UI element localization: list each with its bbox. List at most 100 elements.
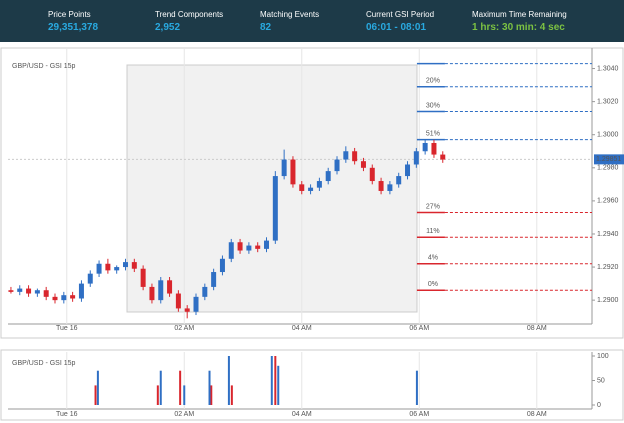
y-tick-label: 1.2960 (597, 198, 619, 205)
y-tick-label: 0 (597, 402, 601, 409)
last-price-label: 1.29851 (596, 156, 621, 163)
bar (415, 370, 418, 405)
candle-body (396, 176, 402, 185)
bar (227, 356, 230, 405)
candle-body (140, 268, 146, 287)
stat: Maximum Time Remaining 1 hrs: 30 min: 4 s… (472, 10, 567, 33)
stat-label: Trend Components (155, 10, 224, 19)
y-tick-label: 1.2980 (597, 165, 619, 172)
candle-body (43, 290, 49, 297)
candle-body (422, 142, 428, 152)
candle-body (316, 181, 322, 188)
x-tick-label: 08 AM (527, 325, 547, 332)
stat-value: 82 (260, 22, 272, 33)
level-label: 51% (426, 131, 440, 138)
bar (210, 385, 213, 405)
candle-body (343, 151, 349, 160)
x-tick-label: 08 AM (527, 411, 547, 418)
candle-body (17, 288, 23, 292)
candle-body (325, 171, 331, 182)
bar (270, 356, 273, 405)
stat-value: 1 hrs: 30 min: 4 sec (472, 22, 565, 33)
level-label: 4% (428, 255, 438, 262)
x-tick-label: 06 AM (409, 411, 429, 418)
y-tick-label: 1.3020 (597, 98, 619, 105)
x-tick-label: 02 AM (174, 325, 194, 332)
candle-body (167, 280, 173, 294)
y-tick-label: 1.3040 (597, 65, 619, 72)
candle-body (8, 290, 14, 292)
candle-body (378, 181, 384, 191)
stat-value: 06:01 - 08:01 (366, 22, 427, 33)
candle-body (96, 263, 102, 274)
candle-body (78, 283, 84, 299)
bar (183, 385, 186, 405)
bar (230, 385, 233, 405)
candle-body (184, 308, 190, 312)
candle-body (70, 295, 76, 299)
chart-title: GBP/USD - GSI 15p (12, 360, 76, 367)
highlight-region (126, 64, 418, 313)
candle-body (369, 167, 375, 182)
candle-body (87, 273, 93, 284)
candle-body (405, 164, 411, 177)
bar (277, 365, 280, 405)
stat-label: Price Points (48, 10, 91, 19)
candle-body (34, 290, 40, 294)
candle-body (387, 184, 393, 191)
stat: Price Points 29,351,378 (48, 10, 98, 33)
level-label: 27% (426, 203, 440, 210)
y-tick-label: 1.2900 (597, 297, 619, 304)
candle-body (52, 296, 58, 301)
bar (179, 370, 182, 405)
stat: Trend Components 2,952 (155, 10, 223, 33)
candle-body (413, 151, 419, 165)
level-label: 11% (426, 228, 440, 235)
bar (156, 385, 159, 405)
y-tick-label: 100 (597, 353, 609, 360)
candle-body (299, 184, 305, 191)
candle-body (237, 242, 243, 251)
x-tick-label: Tue 16 (56, 411, 78, 418)
stat: Matching Events 82 (260, 10, 319, 33)
candle-body (149, 286, 155, 301)
candle-body (308, 187, 314, 191)
bar (159, 370, 162, 405)
bar (208, 370, 211, 405)
candle-body (61, 295, 67, 301)
candle-body (158, 280, 164, 301)
stat-label: Maximum Time Remaining (472, 10, 567, 19)
y-tick-label: 1.3000 (597, 132, 619, 139)
volume-panel (0, 349, 624, 421)
candle-body (175, 293, 181, 309)
bar (94, 385, 97, 405)
x-tick-label: 06 AM (409, 325, 429, 332)
candle-body (360, 161, 366, 168)
candle-body (123, 262, 129, 268)
candle-body (255, 245, 261, 249)
candle-body (228, 242, 234, 259)
stat-value: 29,351,378 (48, 22, 99, 33)
candle-body (334, 159, 340, 172)
x-tick-label: 02 AM (174, 411, 194, 418)
bar (96, 370, 99, 405)
candle-body (219, 258, 225, 273)
candle-body (202, 286, 208, 297)
candle-body (211, 272, 217, 287)
x-tick-label: Tue 16 (56, 325, 78, 332)
level-label: 30% (426, 102, 440, 109)
level-label: 20% (426, 78, 440, 85)
stat-label: Current GSI Period (366, 10, 435, 19)
y-tick-label: 1.2920 (597, 264, 619, 271)
candle-body (264, 240, 270, 249)
candle-body (131, 262, 137, 269)
candle-body (193, 296, 199, 312)
bar (274, 356, 277, 405)
stat-value: 2,952 (155, 22, 181, 33)
y-tick-label: 50 (597, 377, 605, 384)
candle-body (114, 267, 120, 271)
candle-body (431, 142, 437, 155)
candle-body (105, 263, 111, 271)
